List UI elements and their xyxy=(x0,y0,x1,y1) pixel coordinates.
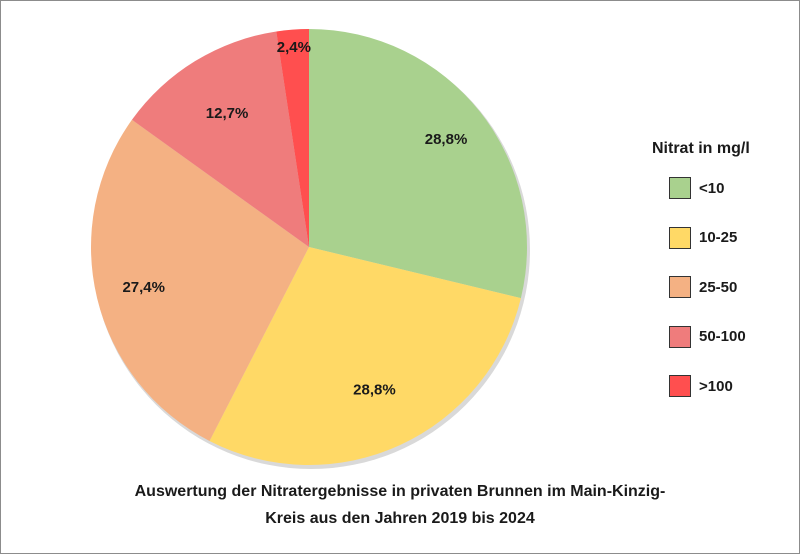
legend-title: Nitrat in mg/l xyxy=(652,140,750,157)
pie-slice-25-50 xyxy=(90,119,309,441)
slice-label: 27,4% xyxy=(122,279,165,296)
pie-slices xyxy=(90,29,530,469)
legend-label: 50-100 xyxy=(699,328,746,345)
pie-slice-50-100 xyxy=(131,31,309,247)
slice-label: 28,8% xyxy=(353,382,396,399)
legend-items: <10 10-25 25-50 50-100 >100 xyxy=(652,176,792,398)
legend: Nitrat in mg/l <10 10-25 25-50 50-100 >100 xyxy=(652,140,792,424)
slice-label: 28,8% xyxy=(425,131,468,148)
legend-swatch xyxy=(669,177,691,199)
pie-slice-10-25 xyxy=(209,247,521,465)
chart-title-line-1: Auswertung der Nitratergebnisse in priva… xyxy=(134,483,666,500)
legend-label: 10-25 xyxy=(699,229,738,246)
slice-label: 2,4% xyxy=(277,39,311,56)
chart-title: Auswertung der Nitratergebnisse in priva… xyxy=(0,478,800,532)
legend-item: >100 xyxy=(669,374,792,398)
chart-title-line-2: Kreis aus den Jahren 2019 bis 2024 xyxy=(265,510,535,527)
legend-label: 25-50 xyxy=(699,278,738,296)
legend-label: <10 xyxy=(699,179,725,197)
legend-item: <10 xyxy=(669,176,792,200)
legend-swatch xyxy=(669,325,691,348)
pie-slice-10 xyxy=(309,29,527,299)
legend-item: 25-50 xyxy=(669,275,792,299)
legend-item: 50-100 xyxy=(669,325,792,349)
legend-swatch xyxy=(669,226,691,249)
legend-swatch xyxy=(669,375,691,397)
pie-slice-100 xyxy=(276,29,309,247)
pie-labels: 28,8% 28,8% 27,4% 12,7% 2,4% xyxy=(122,39,467,399)
slice-label: 12,7% xyxy=(206,105,249,122)
legend-item: 10-25 xyxy=(669,226,792,250)
legend-label: >100 xyxy=(699,377,733,395)
legend-swatch xyxy=(669,276,691,298)
